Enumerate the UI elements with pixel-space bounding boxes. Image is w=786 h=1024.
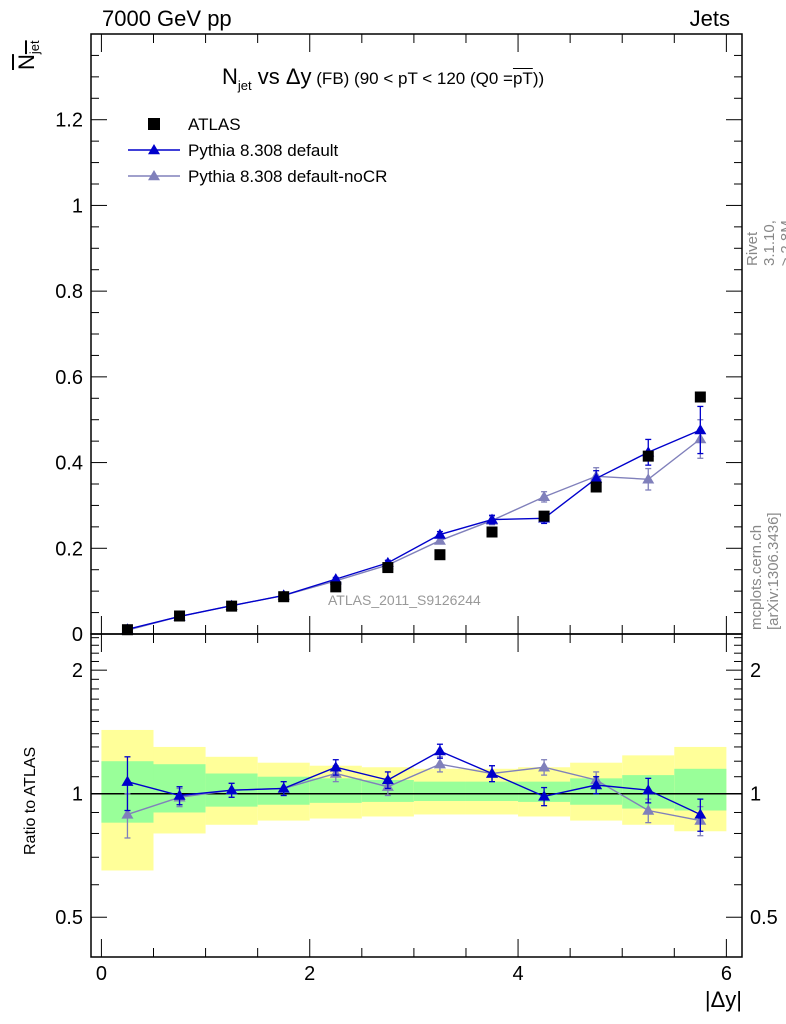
x-tick-label: 0 — [96, 963, 107, 985]
legend-label: Pythia 8.308 default — [188, 141, 339, 160]
legend-marker — [148, 144, 160, 155]
process-label: Jets — [689, 6, 730, 31]
legend-label: Pythia 8.308 default-noCR — [188, 167, 387, 186]
ratio-point-default — [381, 773, 394, 785]
main-point-default — [486, 513, 499, 524]
main-y-tick-label: 0.6 — [55, 367, 83, 389]
ratio-point-nocr — [121, 808, 134, 819]
main-point-atlas — [121, 624, 133, 636]
ratio-point-nocr — [642, 804, 655, 815]
ratio-uncertainty-bands — [91, 729, 742, 871]
main-y-tick-label: 1.2 — [55, 110, 83, 132]
main-point-default — [694, 424, 707, 435]
main-point-atlas — [642, 450, 654, 462]
ratio-point-default — [642, 784, 655, 795]
legend: ATLAS Pythia 8.308 default Pythia 8.308 de… — [128, 115, 387, 186]
main-point-atlas — [278, 591, 290, 603]
main-y-tick-label: 1 — [72, 195, 83, 217]
plot-title: Njet vs Δy (FB) (90 < pT < 120 (Q0 =pT)) — [222, 64, 545, 93]
main-point-atlas — [330, 581, 342, 593]
ratio-series-layer — [121, 743, 707, 839]
main-point-atlas — [694, 391, 706, 403]
green-band — [309, 778, 362, 803]
analysis-tag: ATLAS_2011_S9126244 — [328, 592, 481, 608]
main-y-tick-label: 0 — [72, 624, 83, 646]
main-point-atlas — [174, 610, 186, 622]
ratio-y-tick-label-left: 0.5 — [55, 907, 83, 929]
ratio-point-nocr — [538, 761, 551, 772]
rivet-version-text: Rivet 3.1.10, ≥ 2.8M events — [744, 220, 786, 266]
main-point-nocr — [642, 473, 655, 484]
collision-energy-label: 7000 GeV pp — [102, 6, 232, 31]
ratio-point-nocr — [433, 758, 446, 769]
ratio-y-tick-label-left: 1 — [72, 784, 83, 806]
main-point-atlas — [486, 526, 498, 538]
main-point-nocr — [538, 490, 551, 502]
y-axis-label: Njet — [14, 40, 42, 70]
ratio-point-default — [538, 790, 551, 801]
ratio-y-tick-label-right: 0.5 — [750, 907, 778, 929]
ratio-point-default — [329, 761, 342, 772]
ratio-point-default — [277, 782, 290, 793]
ratio-point-default — [433, 745, 446, 756]
x-tick-label: 2 — [304, 963, 315, 985]
main-point-atlas — [226, 600, 238, 612]
main-point-default — [329, 573, 342, 584]
main-point-atlas — [538, 510, 550, 522]
legend-marker — [148, 170, 160, 181]
ratio-y-tick-label-right: 1 — [750, 784, 761, 806]
main-y-tick-label: 0.4 — [55, 453, 83, 475]
ratio-axis-label: Ratio to ATLAS — [22, 746, 39, 855]
ratio-point-default — [590, 779, 603, 790]
ratio-point-default — [694, 808, 707, 819]
ratio-y-tick-label-right: 2 — [750, 660, 761, 682]
green-band — [413, 781, 466, 801]
ratio-point-default — [225, 784, 238, 795]
main-point-default — [433, 528, 446, 539]
mcplots-reference-text: mcplots.cern.ch [arXiv:1306.3436] — [748, 512, 782, 630]
ratio-point-default — [486, 767, 499, 778]
series-line-default — [127, 429, 701, 630]
main-point-atlas — [434, 549, 446, 561]
main-point-default — [590, 472, 603, 483]
ratio-point-default — [173, 789, 186, 800]
ratio-frame — [90, 633, 743, 958]
main-y-tick-label: 0.8 — [55, 281, 83, 303]
main-point-nocr — [433, 534, 446, 545]
ratio-point-default — [121, 775, 134, 786]
x-axis-label: |Δy| — [704, 987, 742, 1012]
main-point-atlas — [382, 562, 394, 574]
ratio-y-tick-label-left: 2 — [72, 660, 83, 682]
legend-label: ATLAS — [188, 115, 241, 134]
ratio-line-default — [127, 750, 701, 816]
main-series-layer — [121, 391, 707, 636]
x-tick-label: 6 — [721, 963, 732, 985]
main-y-tick-label: 0.2 — [55, 538, 83, 560]
axes-layer: 0 0.2 0.4 0.6 0.8 1 1.2 0.5 0.5 1 1 2 2 0 2 4 6 — [55, 33, 778, 985]
green-band — [465, 781, 519, 801]
main-point-atlas — [590, 481, 602, 493]
legend-marker-atlas — [148, 118, 160, 130]
x-tick-label: 4 — [512, 963, 523, 985]
